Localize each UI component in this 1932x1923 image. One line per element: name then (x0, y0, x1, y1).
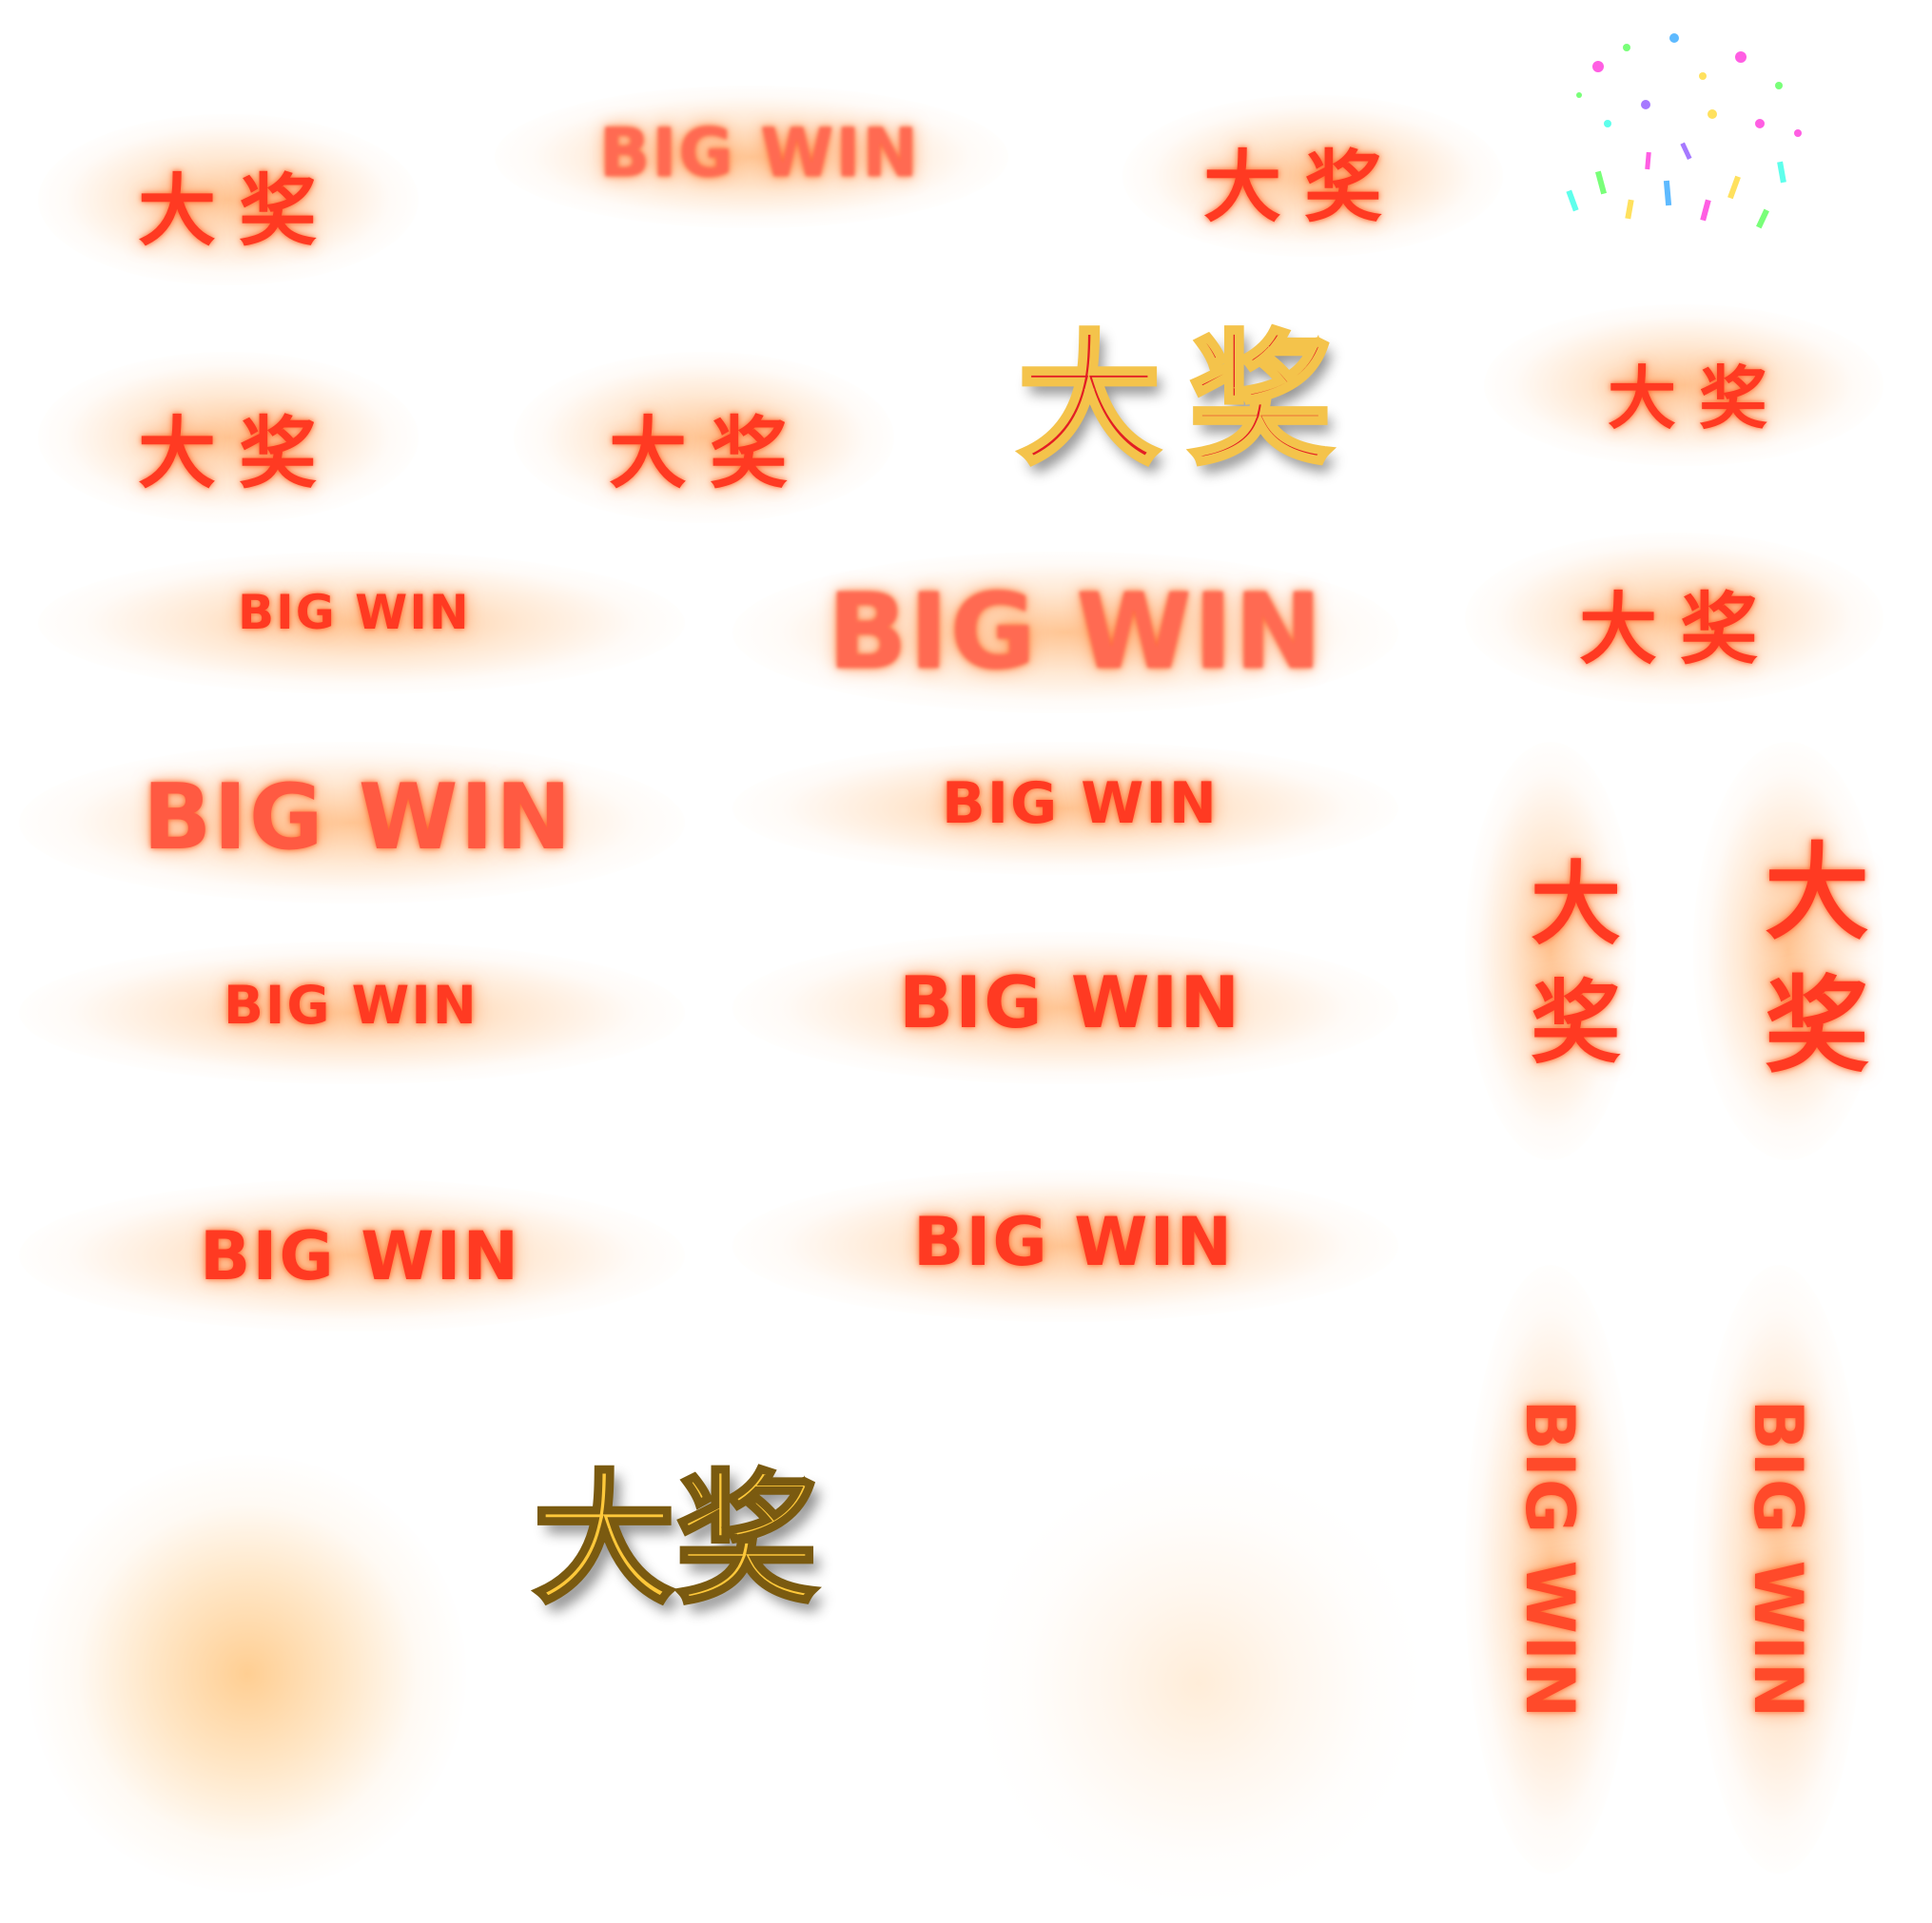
dajiang-sprite-2: 大奖 (1122, 86, 1503, 266)
bigwin-vertical-text: BIG WIN (1739, 1399, 1817, 1720)
bigwin-sprite-9: BIG WIN (732, 1170, 1398, 1322)
gold-text: 大奖 (531, 1458, 820, 1623)
dajiang-text: 大奖 (1579, 585, 1782, 675)
dajiang-sprite-6: 大奖 (1465, 533, 1883, 704)
bigwin-text: BIG WIN (899, 961, 1242, 1044)
dajiang-sprite-4: 大奖 (514, 352, 894, 523)
dajiang-text: 大奖 (609, 409, 811, 499)
bigwin-sprite-2: BIG WIN (38, 552, 685, 694)
bigwin-text: BIG WIN (913, 1203, 1235, 1281)
bigwin-text: BIG WIN (224, 975, 478, 1036)
bigwin-text: BIG WIN (238, 585, 471, 640)
dajiang-text: 大奖 (1608, 359, 1791, 438)
dajiang-sprite-3: 大奖 (38, 352, 419, 523)
dajiang-sprite-5: 大奖 (1484, 304, 1883, 466)
dajiang-vertical-text: 大奖 (1747, 837, 1868, 1103)
bigwin-text: BIG WIN (828, 571, 1324, 692)
gold-text-block: 大奖 (514, 1427, 894, 1902)
dajiang-gold-text: 大奖 (1015, 317, 1361, 487)
dajiang-vertical-sprite-1: 大奖 (1465, 742, 1636, 1160)
bigwin-text: BIG WIN (942, 770, 1219, 837)
bigwin-sprite-5: BIG WIN (732, 742, 1398, 875)
dajiang-text: 大奖 (138, 166, 341, 257)
bigwin-text: BIG WIN (143, 766, 574, 870)
bigwin-sprite-3: BIG WIN (732, 552, 1398, 713)
bigwin-sprite-1: BIG WIN (495, 86, 1008, 228)
bigwin-sprite-4: BIG WIN (19, 742, 685, 903)
bigwin-text: BIG WIN (599, 114, 921, 192)
dajiang-gold-sprite: 大奖 (999, 276, 1398, 487)
bigwin-vertical-sprite-2: BIG WIN (1693, 1265, 1864, 1874)
confetti-sprite (1541, 10, 1826, 276)
soft-glow-orb-2 (980, 1465, 1417, 1902)
bigwin-vertical-sprite-1: BIG WIN (1465, 1265, 1636, 1874)
bigwin-vertical-text: BIG WIN (1511, 1399, 1589, 1720)
dajiang-sprite-1: 大奖 (38, 105, 419, 295)
confetti-burst-icon (1566, 33, 1802, 229)
bigwin-text: BIG WIN (200, 1217, 521, 1295)
bigwin-sprite-8: BIG WIN (19, 1179, 685, 1331)
dajiang-text: 大奖 (1203, 143, 1406, 233)
dajiang-vertical-sprite-2: 大奖 (1693, 742, 1883, 1160)
dajiang-vertical-text: 大奖 (1515, 856, 1620, 1094)
dajiang-text: 大奖 (138, 409, 341, 499)
soft-glow-orb-1 (29, 1455, 466, 1893)
bigwin-sprite-6: BIG WIN (19, 942, 685, 1084)
bigwin-sprite-7: BIG WIN (732, 932, 1398, 1084)
